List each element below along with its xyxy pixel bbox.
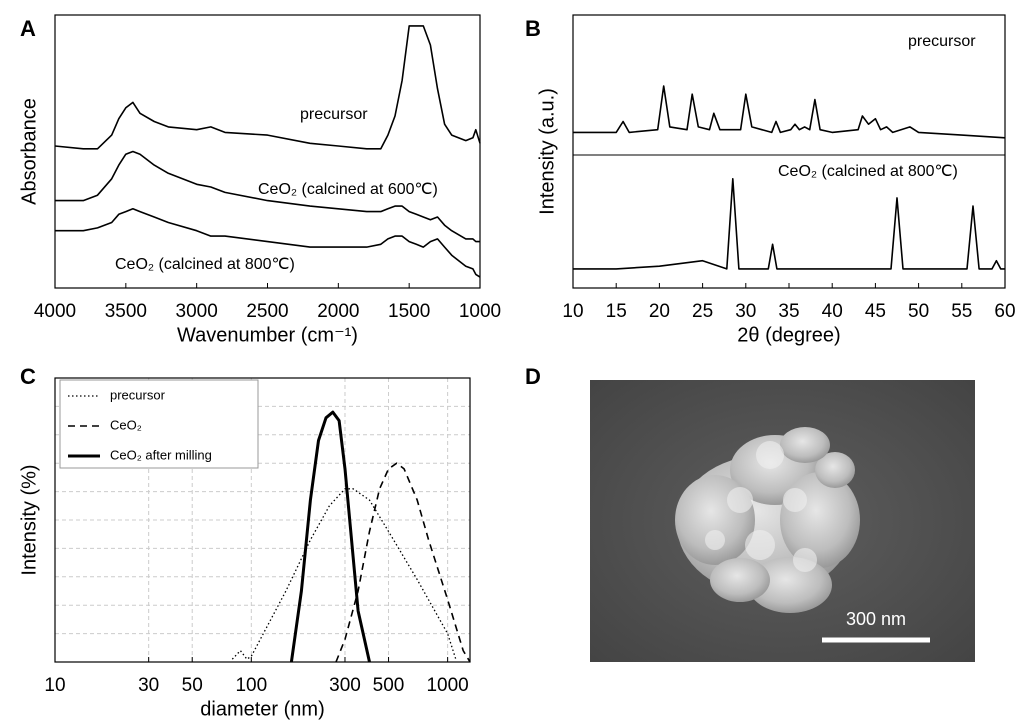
- x-axis-label: diameter (nm): [200, 698, 324, 720]
- sem-image: [590, 380, 975, 662]
- x-tick-label: 15: [606, 301, 627, 322]
- plot-frame: [54, 14, 481, 289]
- panel-label: C: [20, 364, 36, 389]
- legend-label: precursor: [110, 387, 166, 402]
- x-tick-label: 55: [951, 301, 972, 322]
- series-label: CeO₂ (calcined at 800℃): [115, 256, 295, 273]
- series-line: [335, 462, 471, 663]
- panel-label: D: [525, 364, 541, 389]
- panel-label: A: [20, 16, 36, 41]
- x-tick-label: 1000: [459, 301, 501, 322]
- y-axis-label: Intensity (%): [18, 464, 40, 575]
- series-label: CeO₂ (calcined at 600℃): [258, 181, 438, 198]
- x-tick-label: 10: [562, 301, 583, 322]
- x-tick-label: 45: [865, 301, 886, 322]
- series-label: precursor: [908, 33, 976, 50]
- plot-frame: [54, 377, 471, 663]
- x-tick-label: 2000: [317, 301, 359, 322]
- x-tick-label: 300: [329, 675, 361, 696]
- legend: precursor CeO₂ CeO₂ after milling: [59, 379, 259, 469]
- x-tick-label: 30: [735, 301, 756, 322]
- x-tick-label: 10: [44, 675, 65, 696]
- x-tick-label: 500: [373, 675, 405, 696]
- legend-box: [59, 379, 259, 469]
- panel-label: B: [525, 16, 541, 41]
- series-line: [54, 25, 481, 150]
- x-tick-label: 100: [235, 675, 267, 696]
- x-axis-label: Wavenumber (cm⁻¹): [177, 324, 358, 346]
- x-tick-label: 35: [778, 301, 799, 322]
- series-label: precursor: [300, 106, 368, 123]
- legend-label: CeO₂ after milling: [110, 447, 212, 462]
- series-line: [573, 85, 1006, 139]
- series-line: [55, 208, 481, 278]
- x-tick-label: 1000: [426, 675, 468, 696]
- x-tick-label: 3000: [176, 301, 218, 322]
- series-line: [231, 488, 457, 660]
- x-axis-label: 2θ (degree): [737, 324, 840, 346]
- legend-label: CeO₂: [110, 417, 142, 432]
- x-tick-label: 50: [182, 675, 203, 696]
- plot-frame: [572, 14, 1006, 289]
- x-tick-label: 25: [692, 301, 713, 322]
- series-label: CeO₂ (calcined at 800℃): [778, 163, 958, 180]
- series-line: [55, 150, 480, 243]
- x-tick-label: 60: [994, 301, 1015, 322]
- x-tick-label: 1500: [388, 301, 430, 322]
- x-tick-label: 4000: [34, 301, 76, 322]
- x-tick-label: 30: [138, 675, 159, 696]
- y-axis-label: Intensity (a.u.): [536, 88, 558, 215]
- series-line: [289, 410, 371, 663]
- y-axis-label: Absorbance: [18, 98, 40, 205]
- x-tick-label: 50: [908, 301, 929, 322]
- series-line: [573, 178, 1005, 270]
- x-tick-label: 40: [822, 301, 843, 322]
- scale-bar-label: 300 nm: [846, 609, 906, 629]
- x-tick-label: 3500: [105, 301, 147, 322]
- x-tick-label: 2500: [246, 301, 288, 322]
- x-tick-label: 20: [649, 301, 670, 322]
